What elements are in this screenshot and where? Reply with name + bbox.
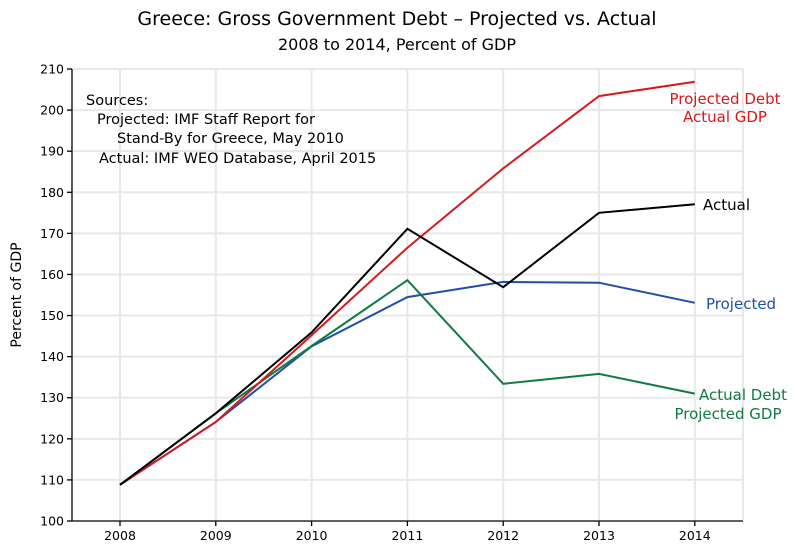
x-tick-label: 2010 [296, 528, 328, 543]
sources-projected: Projected: IMF Staff Report for [97, 112, 315, 128]
series-lines [119, 80, 696, 486]
gridlines [73, 68, 744, 520]
sources-actual: Actual: IMF WEO Database, April 2015 [99, 151, 376, 167]
x-axis-ticks: 2008 2009 2010 2011 2012 2013 2014 [104, 521, 711, 543]
x-tick-label: 2009 [200, 528, 232, 543]
label-projected-debt-actual-gdp-line1: Projected Debt [669, 90, 780, 108]
x-tick-label: 2013 [583, 528, 615, 543]
y-tick-label: 210 [40, 62, 64, 77]
x-tick-label: 2014 [679, 528, 711, 543]
y-tick-label: 130 [40, 390, 64, 405]
label-actual-debt-projected-gdp-line2: Projected GDP [674, 405, 781, 423]
label-projected: Projected [706, 295, 776, 313]
y-tick-label: 140 [40, 349, 64, 364]
sources-annotation: Sources: Projected: IMF Staff Report for… [86, 93, 376, 167]
chart-subtitle: 2008 to 2014, Percent of GDP [278, 35, 516, 54]
sources-projected-cont: Stand-By for Greece, May 2010 [117, 131, 344, 147]
series-labels: Projected Debt Actual GDP Actual Project… [669, 90, 787, 423]
y-tick-label: 190 [40, 144, 64, 159]
y-tick-label: 120 [40, 431, 64, 446]
x-tick-label: 2011 [391, 528, 423, 543]
y-tick-label: 170 [40, 226, 64, 241]
y-axis-ticks: 100 110 120 130 140 150 160 170 180 190 200 210 [40, 62, 72, 529]
y-tick-label: 100 [40, 514, 64, 529]
y-tick-label: 160 [40, 267, 64, 282]
series-line-actual [119, 203, 695, 486]
y-tick-label: 150 [40, 308, 64, 323]
label-actual-debt-projected-gdp-line1: Actual Debt [699, 386, 787, 404]
y-tick-label: 110 [40, 472, 64, 487]
y-axis-label: Percent of GDP [9, 242, 25, 347]
label-actual: Actual [703, 196, 750, 214]
y-tick-label: 200 [40, 103, 64, 118]
y-tick-label: 180 [40, 185, 64, 200]
x-tick-label: 2012 [487, 528, 519, 543]
sources-heading: Sources: [86, 93, 148, 109]
x-tick-label: 2008 [104, 528, 136, 543]
label-projected-debt-actual-gdp-line2: Actual GDP [683, 108, 767, 126]
chart-title: Greece: Gross Government Debt – Projecte… [137, 8, 656, 30]
series-line-projected-debt-actual-gdp [119, 80, 695, 486]
